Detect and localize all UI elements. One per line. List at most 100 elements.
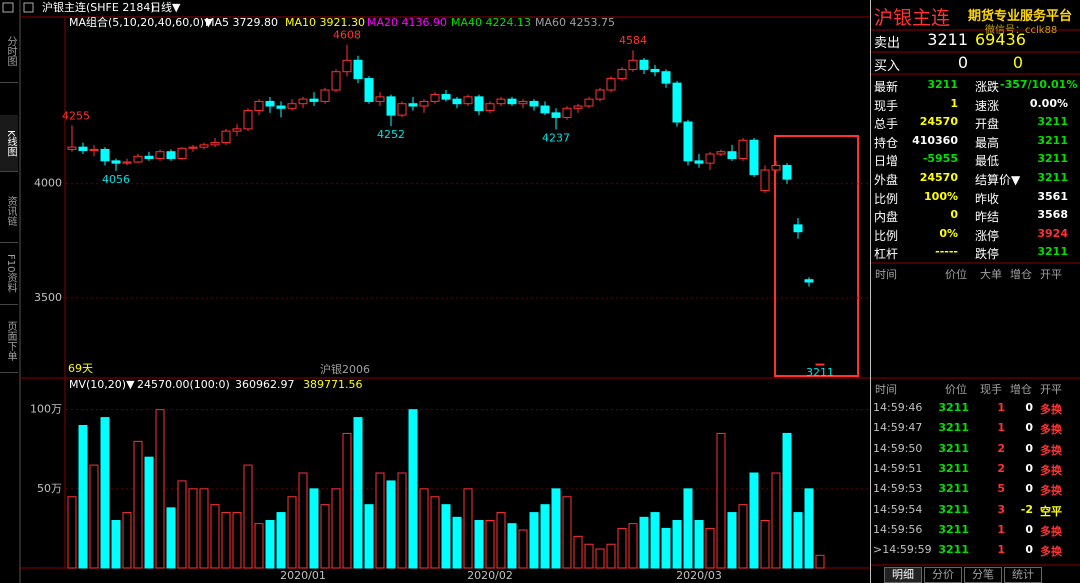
volume-bar <box>485 520 495 569</box>
bottom-tab[interactable]: 统计 <box>1004 567 1042 583</box>
volume-bar <box>606 543 616 569</box>
volume-bar <box>419 488 429 569</box>
field-label: 结算价▼ <box>975 173 1021 187</box>
tick-cell: 3211 <box>938 461 969 475</box>
field-label: 昨结 <box>975 210 1000 225</box>
volume-bar <box>254 523 264 569</box>
candle-body <box>507 98 517 105</box>
quote-price: 0 <box>957 53 968 72</box>
candle-body <box>287 103 297 109</box>
volume-bar <box>683 488 693 569</box>
field-value: 3561 <box>1037 189 1068 203</box>
volume-stat: 389771.56 <box>303 378 363 391</box>
volume-bar <box>507 523 517 569</box>
price-annotation: 4584 <box>619 34 647 47</box>
volume-bar <box>749 472 759 569</box>
volume-bar <box>122 512 132 569</box>
field-value: ----- <box>935 245 958 259</box>
volume-bar <box>804 488 814 569</box>
volume-bar <box>331 488 341 569</box>
candle-body <box>309 98 319 102</box>
tick-cell: 多换 <box>1040 423 1062 437</box>
field-label: 涨停 <box>975 228 1000 243</box>
volume-bar <box>287 496 297 569</box>
volume-bar <box>89 464 99 569</box>
volume-bar <box>265 520 275 569</box>
tick-cell: 3211 <box>938 502 969 516</box>
price-annotation: 4255 <box>62 109 90 122</box>
volume-bar <box>617 527 627 569</box>
tick-cell: 多换 <box>1040 443 1062 457</box>
volume-bar <box>342 432 352 569</box>
tick-cell: 多换 <box>1040 463 1062 477</box>
quote-volume: 69436 <box>975 30 1026 49</box>
bottom-tab[interactable]: 分价 <box>924 567 962 583</box>
candle-body <box>452 98 462 105</box>
side-tab[interactable]: K线图 <box>0 115 18 172</box>
table-header: 增仓 <box>1010 268 1032 281</box>
table-header: 开平 <box>1040 383 1062 396</box>
volume-bar <box>67 496 77 569</box>
candle-body <box>716 151 726 155</box>
tick-cell: -2 <box>1020 502 1033 516</box>
candle-body <box>628 59 638 70</box>
tick-cell: 0 <box>1025 421 1033 435</box>
field-label: 跌停 <box>975 247 1000 262</box>
candle-body <box>562 107 572 118</box>
tick-cell: 14:59:46 <box>873 401 923 414</box>
candle-body <box>331 71 341 91</box>
table-header: 增仓 <box>1010 383 1032 396</box>
volume-bar <box>672 520 682 569</box>
volume-bar <box>705 527 715 569</box>
volume-bar <box>430 496 440 569</box>
quote-label: 买入 <box>874 59 901 74</box>
price-annotation: 4237 <box>542 132 570 145</box>
volume-bar <box>463 488 473 569</box>
quote-title: 沪银主连 <box>874 7 951 29</box>
candle-body <box>177 147 187 160</box>
side-tab[interactable]: 页面下单 <box>0 310 18 373</box>
volume-bar <box>320 504 330 569</box>
volume-bar <box>133 440 143 569</box>
side-tab[interactable]: 资讯链 <box>0 180 18 243</box>
volume-bar <box>111 520 121 569</box>
tick-cell: 多换 <box>1040 545 1062 559</box>
tick-cell: 0 <box>1025 522 1033 536</box>
ma-legend: MA40 4224.13 <box>451 16 531 29</box>
volume-title: MV(10,20)▼ <box>69 378 135 391</box>
tick-cell: 5 <box>997 482 1005 496</box>
tick-cell: 3211 <box>938 482 969 496</box>
candle-body <box>694 160 704 164</box>
window-icon <box>23 2 34 13</box>
quote-label: 卖出 <box>874 36 901 51</box>
tick-cell: 空平 <box>1040 504 1062 518</box>
volume-bar <box>650 512 660 569</box>
tick-cell: 0 <box>1025 543 1033 557</box>
tick-cell: 1 <box>997 421 1005 435</box>
side-tab[interactable]: 分时图 <box>0 20 18 83</box>
tick-cell: 14:59:56 <box>873 522 923 536</box>
volume-bar <box>716 432 726 569</box>
bottom-tab[interactable]: 明细 <box>884 567 922 583</box>
volume-bar <box>727 512 737 569</box>
candle-body <box>144 155 154 160</box>
field-label: 昨收 <box>975 191 1000 206</box>
candle-body <box>89 148 99 152</box>
price-annotation: 4608 <box>333 29 361 42</box>
side-tab[interactable]: F10资料 <box>0 242 18 305</box>
volume-bar <box>441 504 451 569</box>
volume-bar <box>243 464 253 569</box>
field-label: 外盘 <box>874 173 899 187</box>
candle-body <box>606 78 616 91</box>
volume-bar <box>694 520 704 569</box>
volume-bar <box>540 504 550 569</box>
table-header: 大单 <box>980 268 1002 281</box>
quote-price: 3211 <box>927 30 968 49</box>
tick-cell: 0 <box>1025 401 1033 414</box>
candle-body <box>727 151 737 160</box>
bottom-tab[interactable]: 分笔 <box>964 567 1002 583</box>
period-selector[interactable]: 日线▼ <box>150 0 181 14</box>
tick-cell: 3211 <box>938 522 969 536</box>
volume-bar <box>474 520 484 569</box>
volume-bar <box>144 456 154 569</box>
